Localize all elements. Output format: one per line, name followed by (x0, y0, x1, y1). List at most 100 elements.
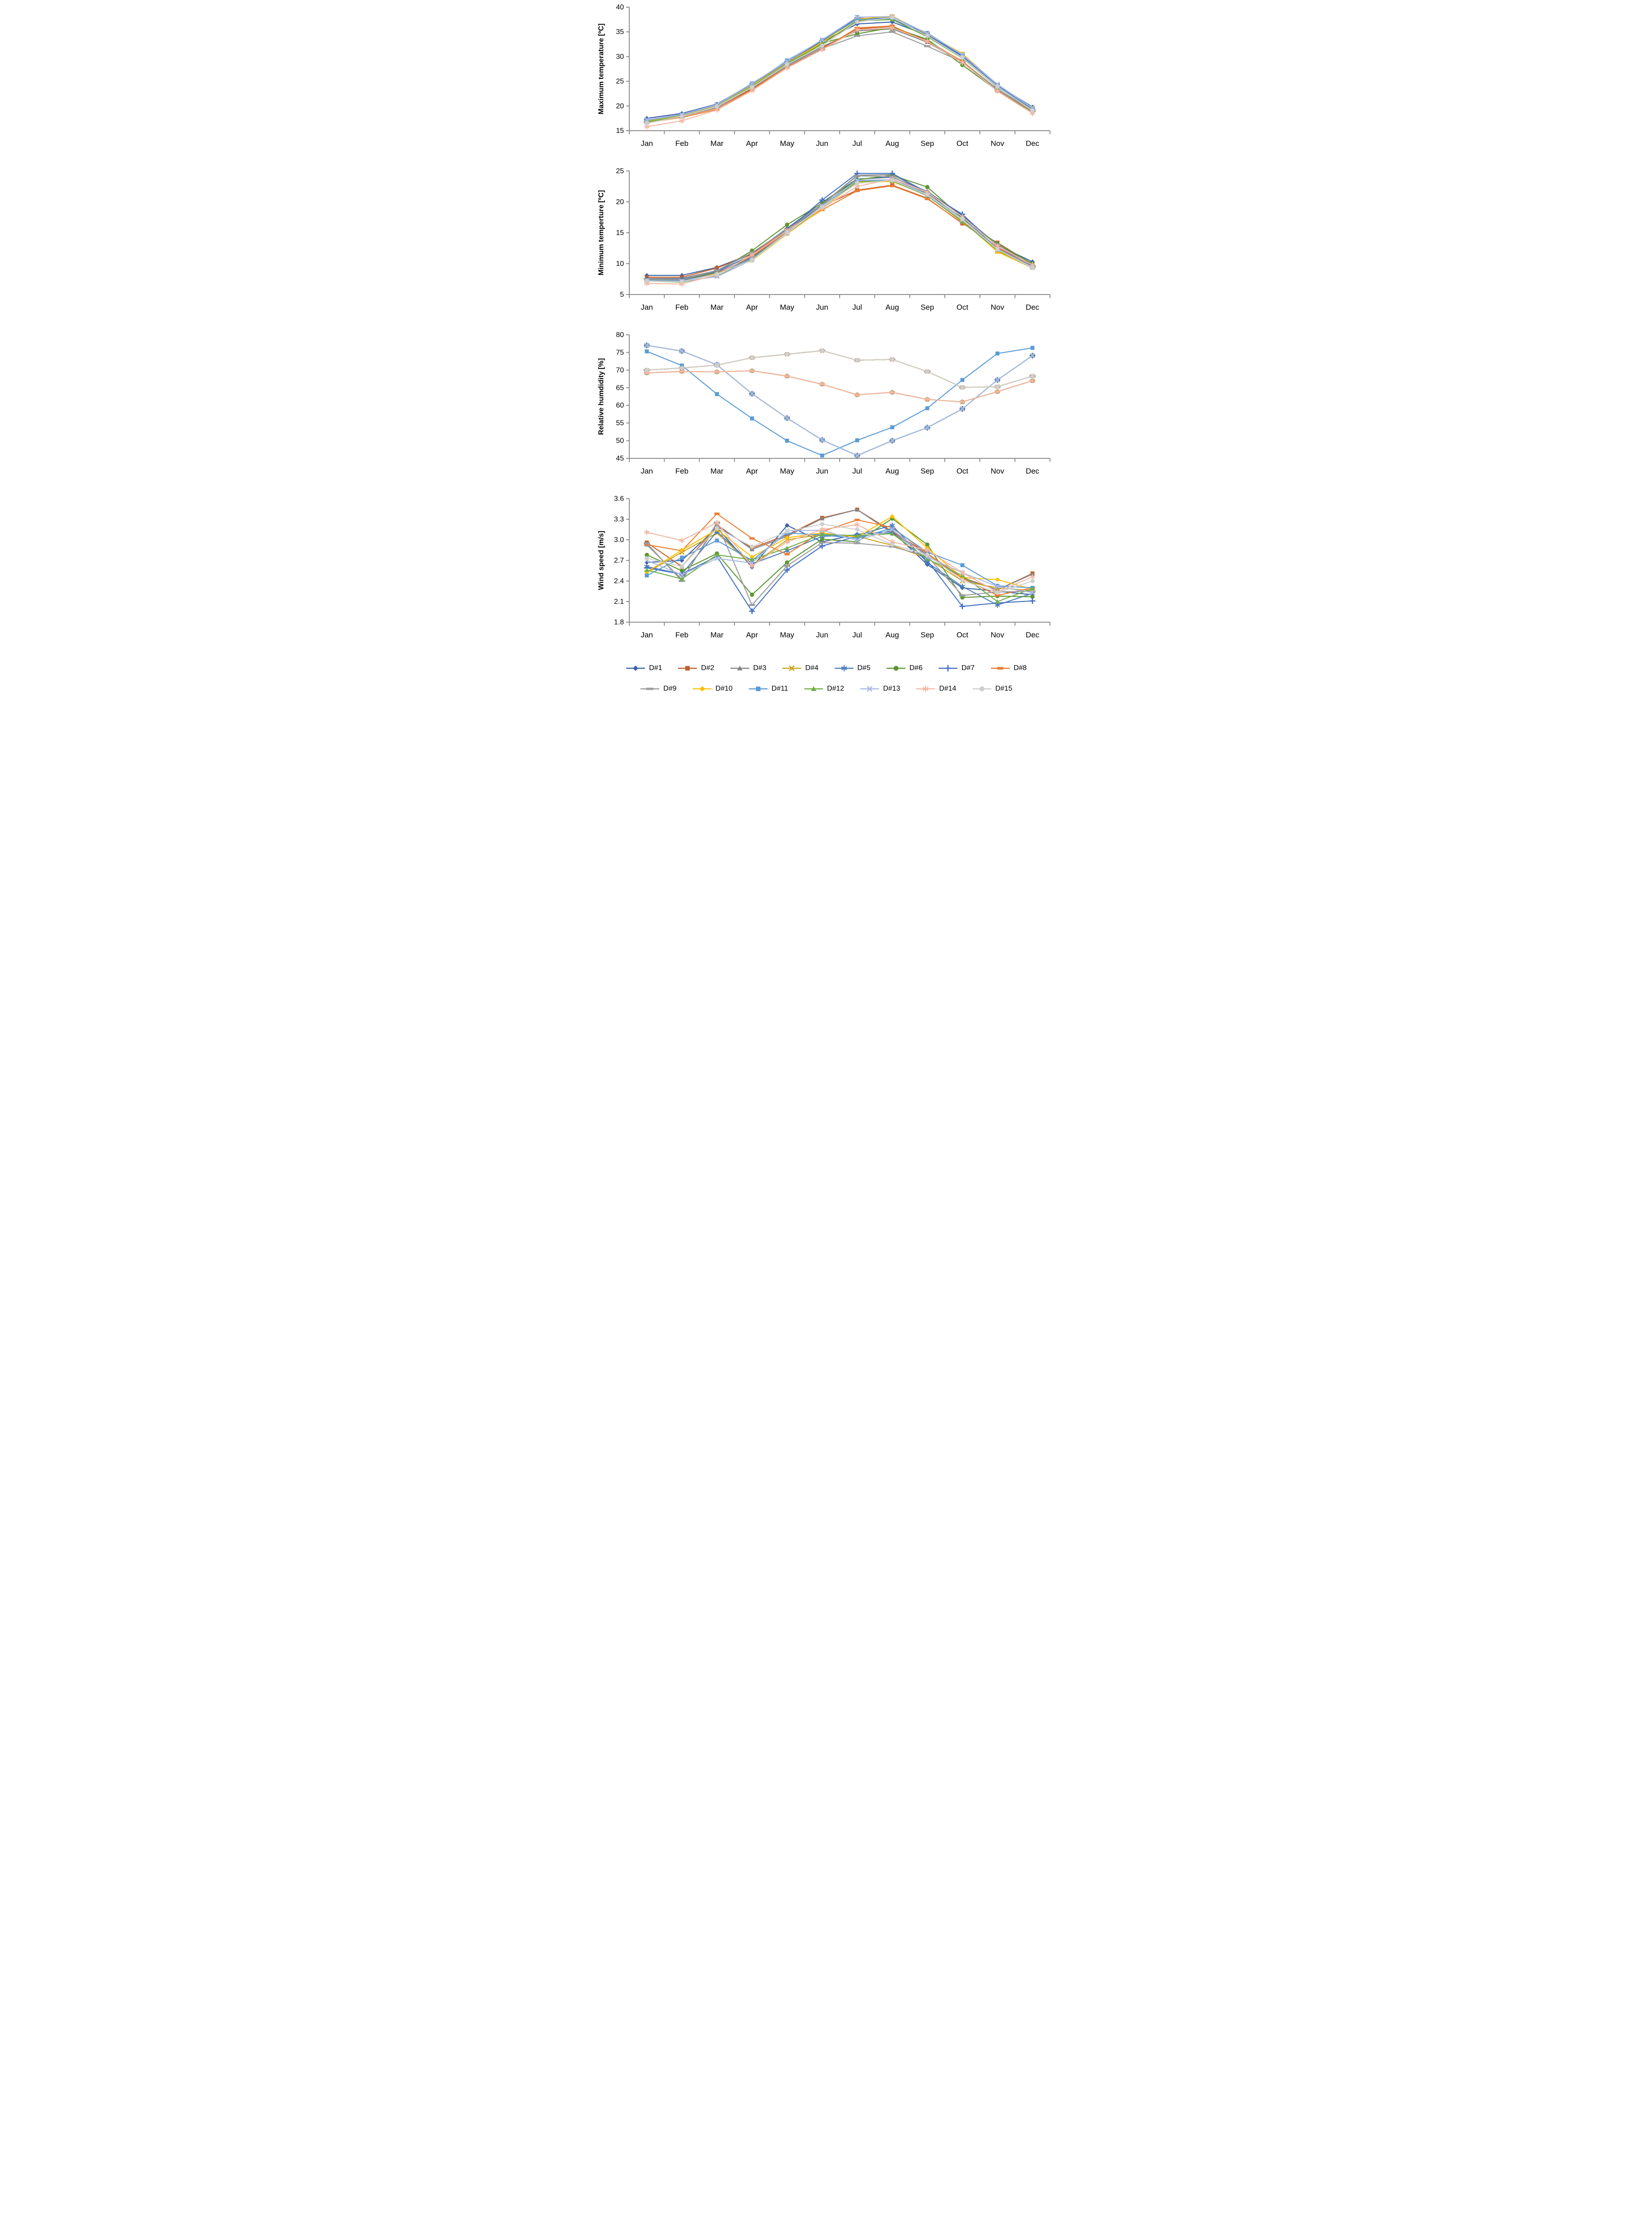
marker-x (679, 572, 684, 577)
marker-x (789, 665, 795, 671)
y-tick-label: 10 (616, 260, 624, 268)
marker-circle (925, 542, 930, 547)
marker-circle (785, 560, 789, 565)
marker-asterisk (854, 521, 860, 528)
series-line-D#11 (646, 347, 1033, 456)
marker-asterisk (749, 368, 755, 374)
marker-plus (784, 567, 790, 573)
marker-dash (997, 667, 1003, 670)
marker-circle (854, 20, 859, 24)
y-tick-label: 80 (616, 331, 624, 339)
marker-longdash (678, 580, 685, 582)
marker-asterisk (819, 526, 825, 533)
legend-label: D#5 (857, 664, 871, 672)
marker-square (685, 666, 690, 671)
marker-triangle (925, 556, 930, 561)
marker-circle (925, 552, 930, 557)
marker-circle (960, 217, 965, 222)
marker-circle (820, 348, 824, 353)
marker-asterisk (784, 539, 790, 545)
wind-speed-chart: 1.8 2.1 2.4 2.7 3.0 3.3 3.6 Jan Feb Mar Apr May Jun J… (595, 494, 1056, 652)
marker-dash (854, 518, 860, 521)
legend-item-D12: D#12 (803, 684, 844, 693)
series-line-D#6 (646, 370, 1033, 402)
climate-figure: 15 20 25 30 35 40 Jan Feb Mar Apr May Jun Jul Aug Sep O… (593, 0, 1059, 704)
marker-triangle (960, 219, 965, 224)
marker-triangle (784, 546, 790, 550)
marker-circle (785, 231, 789, 235)
marker-square (960, 378, 965, 382)
x-tick-label: Nov (990, 303, 1004, 312)
marker-circle (679, 114, 684, 119)
marker-x (644, 343, 649, 348)
marker-dash (784, 553, 790, 555)
legend-marker-circle-icon (886, 666, 905, 671)
x-tick-label: Jun (816, 139, 828, 148)
legend-item-D8: D#8 (990, 664, 1027, 673)
legend-item-D10: D#10 (692, 684, 733, 693)
series-line-D#5 (646, 345, 1033, 456)
series-markers-D#3 (644, 507, 1035, 592)
marker-triangle (644, 568, 649, 572)
marker-circle (995, 590, 999, 595)
marker-asterisk (854, 27, 860, 33)
marker-longdash (819, 541, 825, 544)
legend: D#1 D#2 D#3 D#4 D#5 D#6 D#7 D#8 D#9 D#10 D#11 D#12… (607, 658, 1046, 699)
y-tick-label: 3.0 (614, 536, 623, 544)
series-line-D#2 (646, 350, 1033, 388)
legend-label: D#11 (771, 685, 788, 692)
marker-circle (749, 592, 754, 597)
marker-circle (890, 178, 894, 183)
marker-x (854, 538, 860, 543)
marker-asterisk (749, 563, 755, 569)
series-line-D#10 (646, 350, 1033, 388)
marker-asterisk (924, 547, 930, 553)
series-markers-D#3 (644, 172, 1035, 281)
marker-triangle (749, 557, 754, 562)
marker-longdash (643, 542, 650, 544)
marker-asterisk (959, 399, 965, 405)
marker-asterisk (1029, 574, 1035, 580)
marker-asterisk (959, 60, 965, 65)
marker-square (714, 392, 719, 396)
legend-item-D11: D#11 (748, 684, 788, 693)
y-tick-label: 5 (620, 291, 624, 299)
legend-label: D#2 (701, 664, 714, 672)
y-tick-label: 50 (616, 437, 624, 445)
marker-square (820, 453, 824, 458)
marker-x (867, 686, 873, 692)
x-tick-label: Dec (1025, 303, 1039, 312)
series-markers-D#15 (644, 178, 1035, 284)
marker-longdash (924, 45, 931, 47)
series-markers-D#12 (644, 343, 1035, 457)
marker-plus (889, 170, 895, 177)
marker-triangle (995, 599, 1000, 604)
y-tick-label: 2.4 (614, 577, 623, 585)
marker-circle (854, 181, 859, 186)
marker-circle (1030, 265, 1035, 270)
x-tick-label: Aug (885, 631, 899, 639)
marker-x (819, 437, 824, 443)
marker-circle (925, 185, 930, 189)
marker-triangle (1030, 586, 1035, 591)
series-markers-D#4 (644, 343, 1035, 458)
x-tick-label: Apr (746, 631, 758, 639)
marker-circle (925, 369, 930, 374)
legend-item-D1: D#1 (625, 664, 662, 673)
series-line-D#9 (646, 31, 1033, 123)
marker-x (854, 14, 860, 20)
marker-x (714, 555, 719, 561)
legend-label: D#3 (753, 664, 767, 672)
marker-circle (1030, 374, 1035, 379)
x-tick-label: May (780, 303, 794, 312)
series-line-D#13 (646, 345, 1033, 456)
marker-circle (995, 84, 999, 89)
marker-diamond (889, 514, 895, 519)
legend-label: D#1 (649, 664, 662, 672)
x-tick-label: Jan (640, 139, 653, 148)
y-tick-label: 70 (616, 367, 624, 374)
y-axis-title: Wind speed [m/s] (598, 531, 605, 590)
y-tick-label: 30 (616, 53, 624, 60)
marker-longdash (713, 269, 720, 272)
marker-x (749, 81, 755, 86)
